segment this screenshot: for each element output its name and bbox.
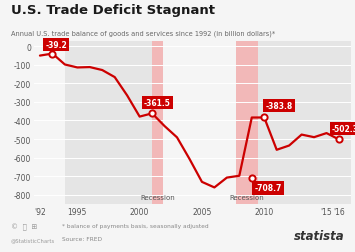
- Bar: [65, 42, 152, 204]
- Text: @StatisticCharts: @StatisticCharts: [11, 237, 55, 242]
- Text: -39.2: -39.2: [45, 41, 67, 50]
- Text: -502.3: -502.3: [332, 124, 355, 133]
- Text: ©  ⓘ  ⊞: © ⓘ ⊞: [11, 223, 37, 230]
- Text: Source: FRED: Source: FRED: [62, 236, 102, 241]
- Text: -383.8: -383.8: [266, 102, 293, 110]
- Text: U.S. Trade Deficit Stagnant: U.S. Trade Deficit Stagnant: [11, 4, 215, 17]
- Text: Recession: Recession: [140, 194, 175, 200]
- Text: Recession: Recession: [229, 194, 264, 200]
- Text: Annual U.S. trade balance of goods and services since 1992 (in billion dollars)*: Annual U.S. trade balance of goods and s…: [11, 31, 275, 37]
- Text: statista: statista: [294, 229, 344, 242]
- Text: * balance of payments basis, seasonally adjusted: * balance of payments basis, seasonally …: [62, 223, 209, 228]
- Text: -361.5: -361.5: [144, 98, 170, 107]
- Bar: [258, 42, 327, 204]
- Bar: [152, 42, 163, 204]
- Text: -708.7: -708.7: [254, 184, 282, 193]
- Bar: [236, 42, 258, 204]
- Bar: [327, 42, 351, 204]
